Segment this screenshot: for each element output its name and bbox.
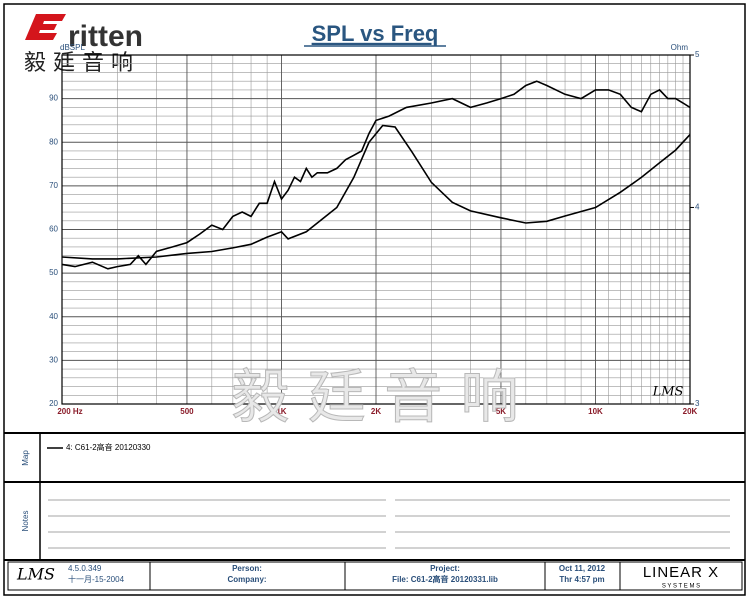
- plot: 200 Hz 500 1K 2K 5K 10K 20K 20 30 40 50 60 70 80 90 3 4 5: [49, 50, 700, 416]
- x-tick-label: 20K: [683, 407, 698, 416]
- brand: LINEAR X: [643, 564, 719, 581]
- y-tick-label: 90: [49, 94, 58, 103]
- chart-title: SPL vs Freq: [312, 21, 439, 46]
- plot-border: [61, 54, 691, 405]
- y-axis-label: dBSPL: [60, 43, 85, 52]
- y-tick-label: 80: [49, 137, 58, 146]
- person: Person:: [232, 564, 262, 573]
- y-tick-label: 40: [49, 312, 58, 321]
- series-line: [61, 124, 691, 260]
- x-tick-label: 1K: [276, 407, 286, 416]
- date-old: 十一月-15-2004: [68, 574, 125, 584]
- y-tick-label: 50: [49, 268, 58, 277]
- legend-entry: 4: C61-2高音 20120330: [66, 442, 151, 452]
- y2-axis-label: Ohm: [671, 43, 689, 52]
- x-tick-label: 10K: [588, 407, 603, 416]
- version: 4.5.0.349: [68, 564, 102, 573]
- brand-sub: S Y S T E M S: [662, 584, 700, 590]
- footer-logo: LMS: [16, 565, 55, 584]
- x-tick-label: 2K: [371, 407, 381, 416]
- y-tick-label: 60: [49, 225, 58, 234]
- x-tick-label: 200 Hz: [57, 407, 82, 416]
- annotation: LMS: [652, 385, 684, 400]
- notes-lines: [48, 499, 730, 549]
- date: Oct 11, 2012: [559, 564, 606, 573]
- file: File: C61-2高音 20120331.lib: [392, 574, 498, 584]
- watermark: 毅 廷 音 响: [231, 363, 518, 431]
- y-tick-label: 30: [49, 355, 58, 364]
- logo: ritten: [68, 20, 143, 53]
- project: Project:: [430, 564, 460, 573]
- panel-label: Notes: [21, 511, 30, 532]
- panel-label: Map: [21, 450, 30, 466]
- y-tick-label: 70: [49, 181, 58, 190]
- time: Thr 4:57 pm: [559, 575, 604, 584]
- y2-tick-label: 3: [695, 399, 700, 408]
- series-line: [61, 80, 691, 270]
- x-tick-label: 500: [180, 407, 194, 416]
- company: Company:: [227, 575, 266, 584]
- logo-mark: [25, 14, 66, 40]
- y2-tick-label: 5: [695, 50, 700, 59]
- footer-cells: [7, 561, 743, 591]
- y-tick-label: 20: [49, 399, 58, 408]
- y2-tick-label: 4: [695, 203, 700, 212]
- x-tick-label: 5K: [496, 407, 506, 416]
